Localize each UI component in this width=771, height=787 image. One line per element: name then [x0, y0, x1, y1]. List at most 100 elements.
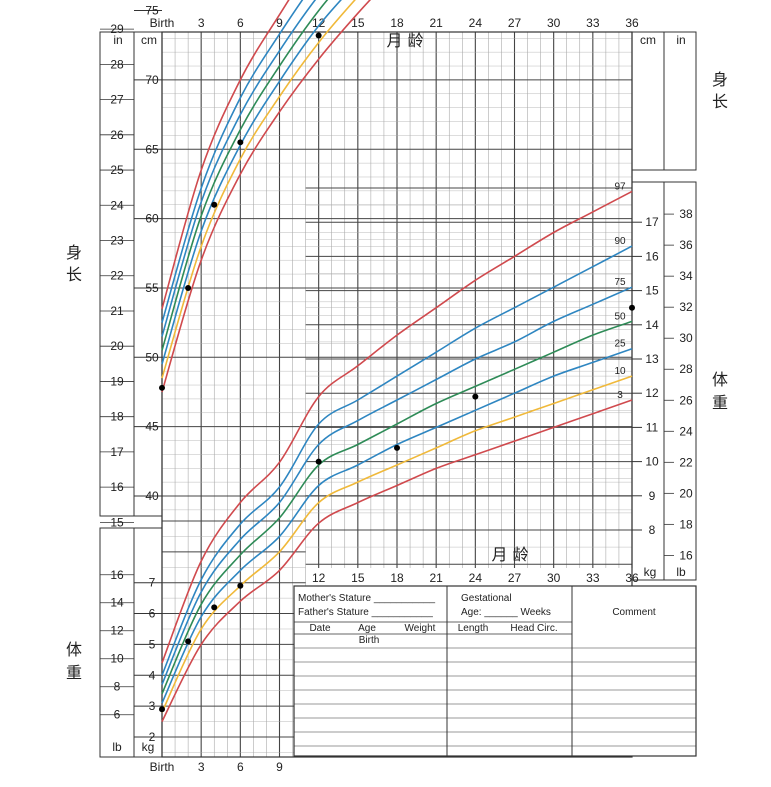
weight-label-right-2: 重 [712, 393, 728, 412]
x-tick-label-top: 6 [237, 16, 244, 30]
form-header-1: Age [358, 623, 376, 634]
in-tick-label: 18 [110, 410, 124, 424]
lb-right-tick-label: 36 [679, 238, 693, 252]
lb-left-tick-label: 8 [114, 680, 121, 694]
weight-label-left-2: 重 [66, 663, 82, 682]
kg-right-tick-label: 16 [645, 249, 659, 263]
form-box [293, 585, 697, 757]
in-tick-label: 29 [110, 22, 124, 36]
x-tick-label-top: 33 [586, 16, 600, 30]
x-tick-label-top: 12 [312, 16, 326, 30]
weight-curve-label-p10: 10 [614, 366, 626, 377]
x-tick-label-inner: 27 [508, 571, 522, 585]
x-tick-label-bottom: 9 [276, 760, 283, 774]
cm-tick-label: 75 [145, 4, 159, 18]
weight-point [237, 582, 244, 589]
weight-point [394, 444, 400, 451]
in-tick-label: 20 [110, 339, 124, 353]
x-tick-label-top: 27 [508, 16, 522, 30]
lb-right-tick-label: 38 [679, 207, 693, 221]
x-tick-label-top: 24 [469, 16, 483, 30]
length-curve-p10 [161, 0, 356, 379]
weight-curve-label-p25: 25 [614, 339, 626, 350]
cm-tick-label: 60 [145, 212, 159, 226]
weight-point [211, 604, 218, 611]
lb-left-tick-label: 10 [110, 652, 124, 666]
cm-tick-label: 50 [145, 350, 159, 364]
weight-label-left-1: 体 [66, 640, 82, 659]
in-tick-label: 23 [110, 234, 124, 248]
lb-right-tick-label: 30 [679, 331, 693, 345]
x-tick-label-inner: 24 [469, 571, 483, 585]
gestational-age-label: Age: ______ Weeks [461, 607, 551, 618]
length-curve-p3 [161, 0, 372, 393]
x-tick-label-bottom: 6 [237, 760, 244, 774]
month-label-top: 月 龄 [386, 31, 423, 50]
comment-label: Comment [612, 607, 656, 618]
in-tick-label: 28 [110, 57, 124, 71]
length-point [237, 139, 244, 146]
kg-right-tick-label: 12 [645, 386, 659, 400]
kg-left-tick-label: 2 [149, 730, 156, 744]
length-curve-p75 [161, 0, 317, 337]
length-axis-box [99, 31, 163, 517]
kg-right-tick-label: 9 [649, 489, 656, 503]
weight-curve-p50 [161, 320, 633, 695]
lb-right-tick-label: 24 [679, 424, 693, 438]
x-tick-label-inner: 12 [312, 571, 326, 585]
lb-right-tick-label: 22 [679, 455, 693, 469]
weight-curve-label-p90: 90 [614, 236, 626, 247]
month-label-inner: 月 龄 [491, 545, 528, 564]
measurement-points [159, 32, 635, 713]
length-label-left-1: 身 [66, 243, 82, 262]
form-header-4: Head Circ. [510, 623, 557, 634]
unit-lb-right: lb [676, 565, 686, 579]
lb-right-tick-label: 26 [679, 393, 693, 407]
weight-curve-p3 [161, 399, 633, 722]
length-label-right-2: 长 [712, 92, 728, 111]
x-tick-label-bottom: 3 [198, 760, 205, 774]
cm-tick-label: 45 [145, 420, 159, 434]
x-tick-label-top: 36 [625, 16, 639, 30]
x-tick-label-top: 30 [547, 16, 561, 30]
cm-tick-label: 40 [145, 489, 159, 503]
weight-curve-p25 [161, 347, 633, 704]
weight-point [185, 638, 192, 645]
in-tick-label: 15 [110, 515, 124, 529]
length-curve-p90 [161, 0, 304, 323]
x-tick-label-inner: 15 [351, 571, 365, 585]
lb-left-tick-label: 12 [110, 624, 124, 638]
kg-left-tick-label: 4 [149, 668, 156, 682]
record-form: Mother's Stature ___________ Father's Sta… [293, 585, 697, 757]
x-tick-label-top: 18 [390, 16, 404, 30]
weight-curve-p10 [161, 375, 633, 713]
lb-right-tick-label: 32 [679, 300, 693, 314]
unit-kg-left: kg [142, 740, 155, 754]
weight-axis-box [99, 527, 163, 758]
lb-left-tick-label: 6 [114, 708, 121, 722]
gestational-label: Gestational [461, 593, 512, 604]
cm-tick-label: 65 [145, 142, 159, 156]
weight-curve-p75 [161, 286, 633, 685]
x-tick-label-top: 21 [429, 16, 443, 30]
x-tick-label-inner: 18 [390, 571, 404, 585]
x-tick-label-top: Birth [150, 16, 175, 30]
in-tick-label: 27 [110, 93, 124, 107]
weight-point [315, 458, 322, 465]
weight-curve-label-p50: 50 [614, 311, 626, 322]
father-stature-label: Father's Stature ___________ [298, 607, 433, 618]
in-tick-label: 25 [110, 163, 124, 177]
weight-curve-p97 [161, 190, 633, 664]
grid [161, 32, 633, 757]
length-label-left-2: 长 [66, 265, 82, 284]
x-tick-label-top: 3 [198, 16, 205, 30]
form-header-2: Weight [405, 623, 436, 634]
unit-in-left: in [113, 33, 122, 47]
length-point [159, 384, 165, 391]
weight-label-right-1: 体 [712, 370, 728, 389]
x-tick-label-top: 15 [351, 16, 365, 30]
percentile-curves: 97907550251039790755025103 [161, 0, 633, 722]
in-tick-label: 21 [110, 304, 124, 318]
